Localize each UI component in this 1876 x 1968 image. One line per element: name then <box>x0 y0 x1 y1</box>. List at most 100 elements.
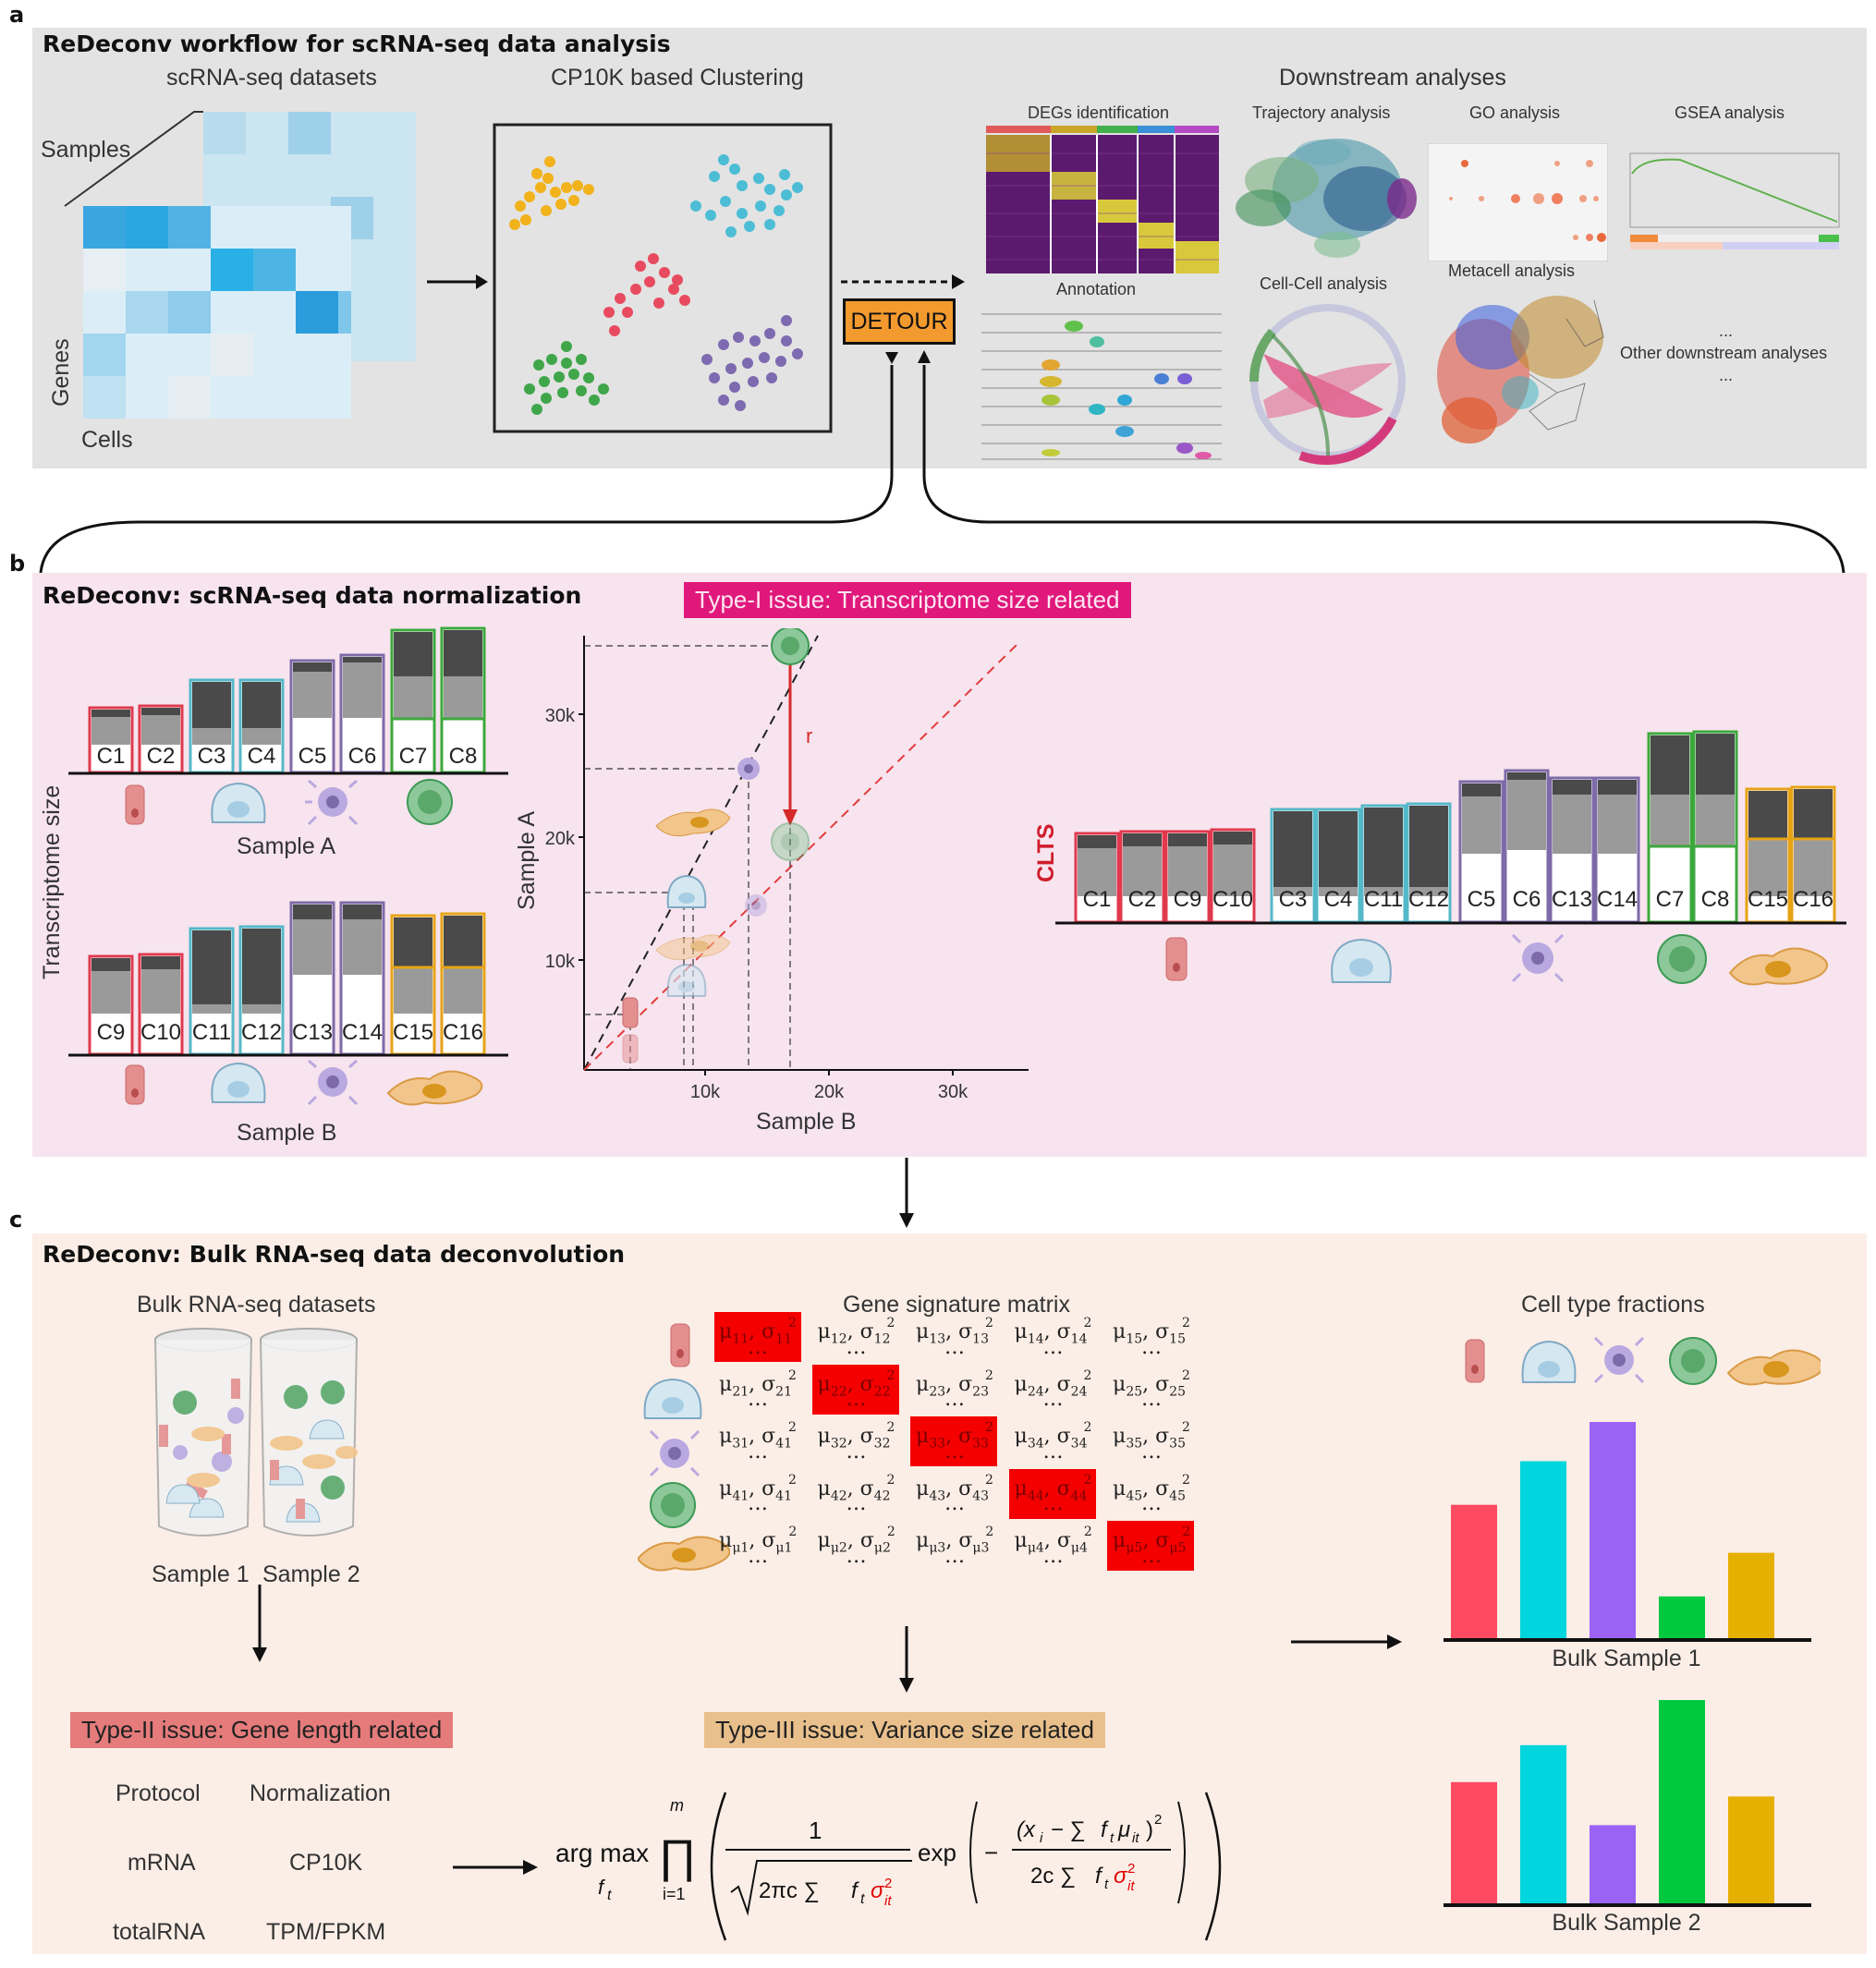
sample-a-cluster-label: C1 <box>96 744 126 769</box>
fibroblast-cell-icon-scatter <box>655 808 731 837</box>
round-cell-icon <box>643 1378 702 1419</box>
sigma-index: 43 <box>972 1488 989 1504</box>
matrix-cell: μ15, σ152… <box>1113 1316 1190 1359</box>
clts-cluster-label: C4 <box>1323 887 1353 912</box>
svg-text:it: it <box>1127 1878 1135 1894</box>
clts-cell-icons <box>1165 933 1828 986</box>
sigma-index: 41 <box>775 1488 792 1504</box>
sigma-index: μ3 <box>972 1540 990 1556</box>
panel-b-title: ReDeconv: scRNA-seq data normalization <box>43 582 582 609</box>
fraction-bar <box>1659 1700 1705 1905</box>
mu-index: 45 <box>1126 1488 1143 1504</box>
matrix-title: Gene signature matrix <box>843 1292 1070 1318</box>
matrix-diagonal-highlight <box>910 1416 997 1466</box>
matrix-cell: μ24, σ242… <box>1014 1367 1092 1412</box>
sample-a-cluster-label: C4 <box>247 744 276 769</box>
bulk-sample-1-chart <box>1451 1422 1774 1640</box>
mu-index: 23 <box>929 1384 946 1400</box>
fraction-bar <box>1590 1422 1636 1640</box>
fibroblast-cell-icon <box>638 1536 730 1572</box>
clts-cluster-label: C12 <box>1407 887 1450 912</box>
fraction-bar-charts: Bulk Sample 1 Bulk Sample 2 <box>1444 1422 1811 1936</box>
arrow-to-fractions <box>1291 1634 1402 1649</box>
mu-index: 42 <box>830 1488 847 1504</box>
clts-cluster-label: C6 <box>1512 887 1541 912</box>
sigma-index: μ5 <box>1169 1540 1187 1556</box>
protocol-header: Protocol <box>116 1780 201 1806</box>
scatter-plot: 10k 20k 30k 10k 20k 30k r <box>545 628 1029 1102</box>
immune-cell-icon-scatter <box>737 758 760 780</box>
sigma-index: μ1 <box>775 1540 793 1556</box>
sample-1-label: Sample 1 <box>152 1561 250 1587</box>
fraction-cell-icons <box>1465 1336 1821 1386</box>
matrix-cell: μ45, σ452… <box>1113 1472 1190 1516</box>
sample-a-cluster-label: C6 <box>347 744 377 769</box>
formula-prod-top: m <box>670 1796 684 1815</box>
sample-2-label: Sample 2 <box>262 1561 360 1587</box>
go-dotplot <box>1428 143 1608 261</box>
sigma-index: 14 <box>1070 1331 1088 1347</box>
sigma-index: 44 <box>1070 1488 1088 1504</box>
sigma-index: 13 <box>972 1331 989 1347</box>
matrix-diagonal-highlight <box>714 1312 801 1362</box>
sigma-index: 25 <box>1169 1384 1186 1400</box>
mu-index: 41 <box>732 1488 749 1504</box>
panel-letter-a: a <box>9 2 25 28</box>
detour-label: DETOUR <box>850 308 948 334</box>
sigma-index: 41 <box>775 1436 792 1452</box>
go-label: GO analysis <box>1469 103 1561 122</box>
other-dots-top: ... <box>1719 322 1734 340</box>
fraction-bar <box>1451 1781 1497 1905</box>
epithelial-cell-icon <box>670 1323 690 1367</box>
mu-index: 32 <box>830 1436 847 1452</box>
arrow-to-type-iii <box>899 1626 914 1693</box>
sample-b-cluster-label: C12 <box>240 1020 283 1045</box>
granule-cell-icon <box>1657 934 1707 984</box>
sigma-index: 42 <box>873 1488 891 1504</box>
trajectory-label: Trajectory analysis <box>1252 103 1391 122</box>
sample-a-cluster-label: C3 <box>197 744 226 769</box>
round-cell-icon-faded <box>666 963 707 997</box>
sample-a-bars: C1 C2 C3 C4 C5 C6 C7 C8 <box>61 610 523 776</box>
detour-button[interactable]: DETOUR <box>843 298 956 345</box>
matrix-cell: μ13, σ132… <box>916 1316 993 1359</box>
clts-cluster-label: C2 <box>1127 887 1157 912</box>
mu-index: 44 <box>1027 1488 1044 1504</box>
svg-text:i: i <box>1040 1830 1043 1846</box>
gsea-plot <box>1629 152 1840 249</box>
svg-text:μ: μ <box>1117 1817 1130 1842</box>
granule-cell-icon-scatter <box>771 628 810 665</box>
mu-index: μ2 <box>830 1540 847 1556</box>
clts-cluster-label: C8 <box>1700 887 1730 912</box>
fraction-bar <box>1451 1504 1497 1640</box>
bulk-sample-1-label: Bulk Sample 1 <box>1552 1646 1700 1671</box>
immune-cell-icon-faded <box>745 894 767 917</box>
other-analyses-label: Other downstream analyses <box>1620 344 1828 362</box>
downstream-title: Downstream analyses <box>1279 65 1506 91</box>
round-cell-icon <box>1521 1340 1577 1383</box>
sigma-index: 21 <box>775 1384 792 1400</box>
mu-index: 24 <box>1027 1384 1044 1400</box>
round-cell-icon <box>211 1062 266 1103</box>
clts-cluster-label: C13 <box>1551 887 1593 912</box>
clustering-plot <box>493 123 833 433</box>
clts-cluster-label: C11 <box>1363 887 1404 912</box>
matrix-cell: μ42, σ422… <box>817 1472 895 1516</box>
bulk-sample-jars <box>154 1328 358 1537</box>
matrix-cell: μμ3, σμ32… <box>916 1525 994 1568</box>
panel-letter-c: c <box>9 1207 23 1233</box>
sample-b-cluster-label: C14 <box>341 1020 384 1045</box>
matrix-cell: μ22, σ222… <box>817 1367 895 1412</box>
svg-text:t: t <box>860 1891 865 1907</box>
round-cell-icon <box>1331 938 1392 983</box>
svg-text:t: t <box>1110 1830 1115 1846</box>
matrix-cell: μμ5, σμ52… <box>1113 1525 1191 1568</box>
epithelial-cell-icon <box>125 1064 145 1105</box>
immune-cell-icon <box>649 1429 700 1477</box>
svg-text:2: 2 <box>884 1876 892 1891</box>
sigma-index: 15 <box>1169 1331 1186 1347</box>
mu-index: 35 <box>1126 1436 1143 1452</box>
mu-index: μ1 <box>732 1540 749 1556</box>
matrix-cell: μ21, σ212… <box>719 1367 797 1412</box>
clts-cluster-label: C10 <box>1212 887 1254 912</box>
